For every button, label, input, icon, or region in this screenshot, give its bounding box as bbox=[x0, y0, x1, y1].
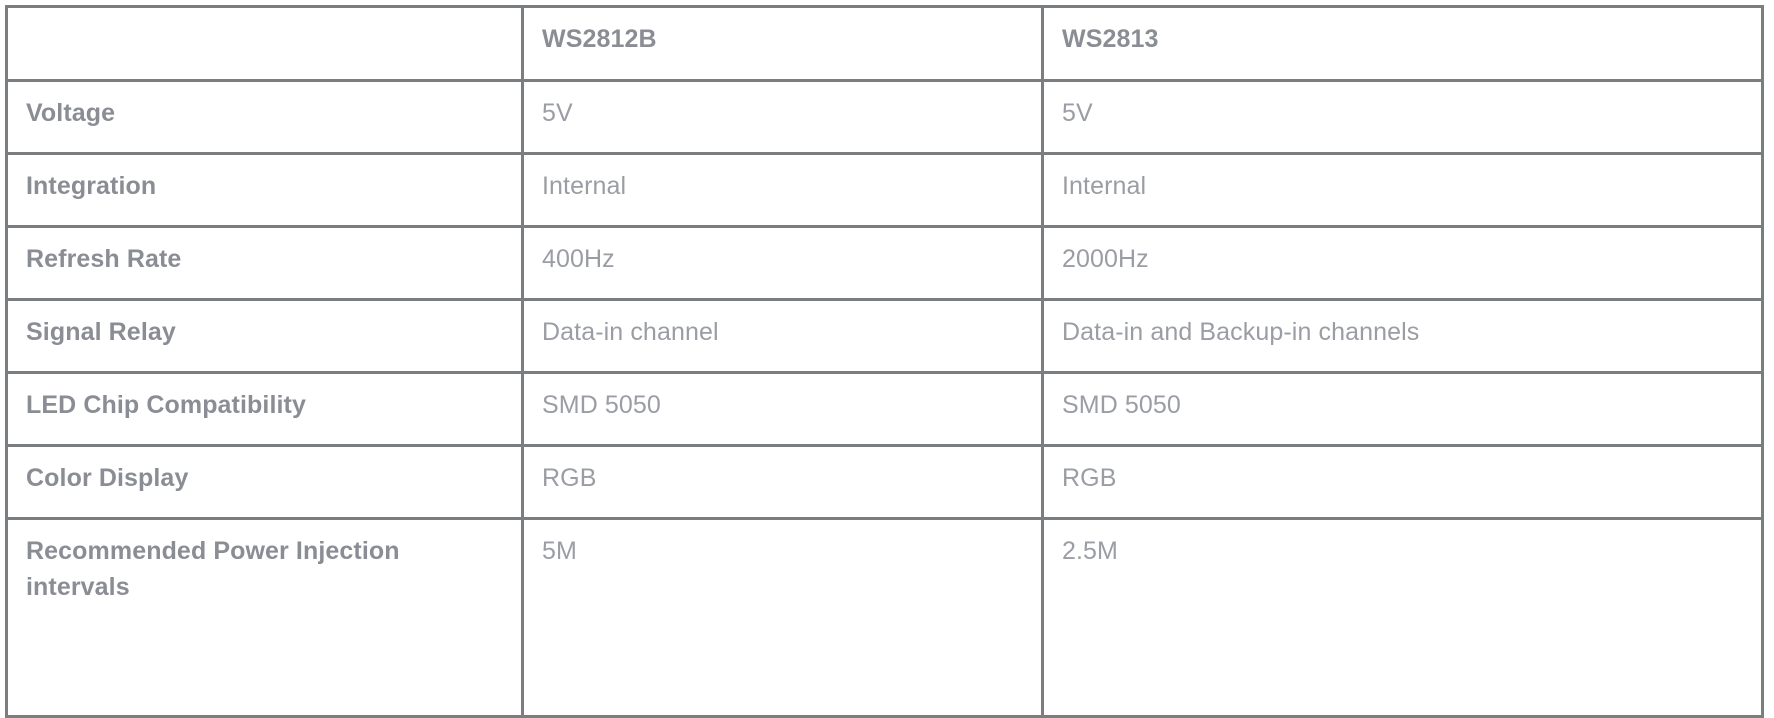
row-label-color-display: Color Display bbox=[5, 444, 524, 520]
cell-refresh-rate-ws2812b: 400Hz bbox=[521, 225, 1044, 301]
cell-recommended-power-injection-intervals-ws2812b: 5M bbox=[521, 517, 1044, 718]
row-label-recommended-power-injection-intervals: Recommended Power Injection intervals bbox=[5, 517, 524, 718]
table-row: Recommended Power Injection intervals 5M… bbox=[5, 517, 1764, 718]
table-corner-cell bbox=[5, 5, 524, 82]
cell-recommended-power-injection-intervals-ws2813: 2.5M bbox=[1041, 517, 1764, 718]
column-header-ws2813: WS2813 bbox=[1041, 5, 1764, 82]
column-header-ws2812b: WS2812B bbox=[521, 5, 1044, 82]
cell-color-display-ws2813: RGB bbox=[1041, 444, 1764, 520]
spec-table-container: WS2812B WS2813 Voltage 5V 5V Integration… bbox=[5, 5, 1764, 718]
cell-led-chip-compatibility-ws2813: SMD 5050 bbox=[1041, 371, 1764, 447]
cell-refresh-rate-ws2813: 2000Hz bbox=[1041, 225, 1764, 301]
cell-integration-ws2812b: Internal bbox=[521, 152, 1044, 228]
cell-voltage-ws2813: 5V bbox=[1041, 79, 1764, 155]
table-row: Signal Relay Data-in channel Data-in and… bbox=[5, 298, 1764, 374]
cell-signal-relay-ws2812b: Data-in channel bbox=[521, 298, 1044, 374]
row-label-refresh-rate: Refresh Rate bbox=[5, 225, 524, 301]
comparison-table: WS2812B WS2813 Voltage 5V 5V Integration… bbox=[5, 5, 1764, 718]
row-label-signal-relay: Signal Relay bbox=[5, 298, 524, 374]
cell-color-display-ws2812b: RGB bbox=[521, 444, 1044, 520]
cell-signal-relay-ws2813: Data-in and Backup-in channels bbox=[1041, 298, 1764, 374]
table-row: Refresh Rate 400Hz 2000Hz bbox=[5, 225, 1764, 301]
row-label-integration: Integration bbox=[5, 152, 524, 228]
cell-voltage-ws2812b: 5V bbox=[521, 79, 1044, 155]
table-row: LED Chip Compatibility SMD 5050 SMD 5050 bbox=[5, 371, 1764, 447]
table-row: Color Display RGB RGB bbox=[5, 444, 1764, 520]
row-label-led-chip-compatibility: LED Chip Compatibility bbox=[5, 371, 524, 447]
table-row: Voltage 5V 5V bbox=[5, 79, 1764, 155]
table-header-row: WS2812B WS2813 bbox=[5, 5, 1764, 82]
cell-led-chip-compatibility-ws2812b: SMD 5050 bbox=[521, 371, 1044, 447]
cell-integration-ws2813: Internal bbox=[1041, 152, 1764, 228]
table-row: Integration Internal Internal bbox=[5, 152, 1764, 228]
row-label-voltage: Voltage bbox=[5, 79, 524, 155]
